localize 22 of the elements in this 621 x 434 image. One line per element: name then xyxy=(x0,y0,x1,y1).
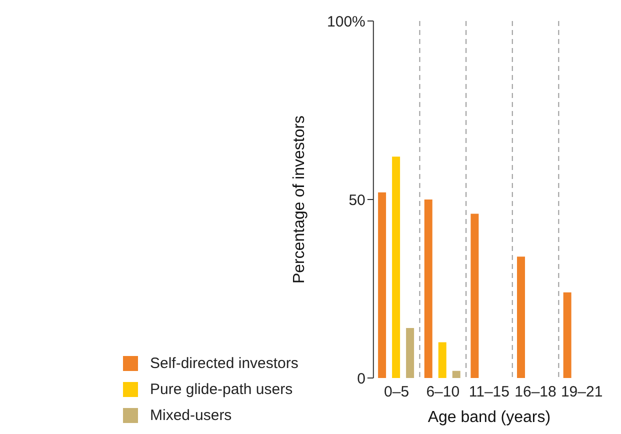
bar xyxy=(438,342,446,378)
legend-label: Mixed-users xyxy=(150,406,232,424)
bar xyxy=(470,214,479,378)
bar xyxy=(392,156,400,378)
bar xyxy=(378,192,386,378)
bar xyxy=(424,200,432,378)
x-tick-label: 6–10 xyxy=(426,384,460,401)
bar xyxy=(516,256,525,378)
y-axis-title: Percentage of investors xyxy=(291,115,308,284)
legend-label: Self-directed investors xyxy=(150,354,298,372)
x-tick-label: 16–18 xyxy=(514,384,556,401)
bar xyxy=(406,328,414,378)
legend-label: Pure glide-path users xyxy=(150,380,293,398)
y-tick-label: 100% xyxy=(327,13,366,30)
x-axis-title: Age band (years) xyxy=(428,409,551,426)
y-tick-label: 0 xyxy=(357,370,366,388)
bar xyxy=(452,370,460,378)
y-tick-label: 50 xyxy=(348,192,366,209)
x-tick-label: 19–21 xyxy=(560,384,603,401)
x-tick-label: 0–5 xyxy=(384,384,410,401)
bar xyxy=(563,292,572,378)
x-tick-label: 11–15 xyxy=(468,384,510,401)
